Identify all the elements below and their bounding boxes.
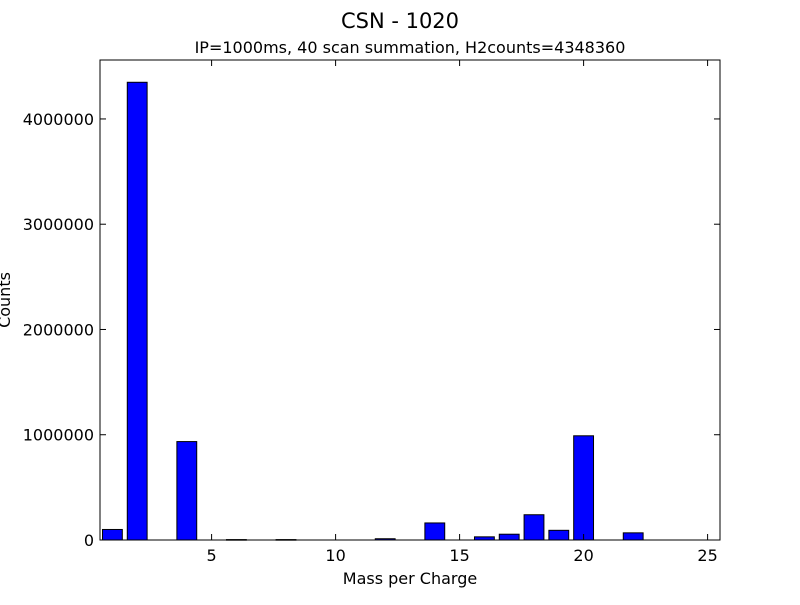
chart-subtitle: IP=1000ms, 40 scan summation, H2counts=4… — [195, 38, 626, 57]
bar-mz-18 — [523, 514, 545, 541]
y-tick-label: 0 — [84, 531, 94, 550]
x-axis-label: Mass per Charge — [343, 569, 477, 588]
y-tick-label: 3000000 — [23, 215, 94, 234]
bar-mz-17 — [498, 533, 520, 541]
x-tick-label: 5 — [207, 546, 217, 565]
x-tick-label: 15 — [449, 546, 469, 565]
bar-mz-19 — [548, 529, 570, 541]
bars-layer — [101, 81, 644, 541]
x-tick-label: 10 — [325, 546, 345, 565]
chart-title: CSN - 1020 — [341, 9, 459, 33]
bar-mz-2 — [126, 81, 148, 541]
y-tick-label: 1000000 — [23, 426, 94, 445]
y-tick-label: 2000000 — [23, 320, 94, 339]
y-axis-label: Counts — [0, 272, 14, 328]
y-tick-label: 4000000 — [23, 110, 94, 129]
x-tick-label: 25 — [697, 546, 717, 565]
bar-mz-20 — [573, 435, 595, 541]
bar-mz-4 — [176, 441, 198, 541]
ticks-layer: 5 10 15 20 25 0 1000000 2000000 3000000 4000000 — [23, 60, 720, 565]
bar-mz-14 — [424, 522, 446, 541]
bar-mz-22 — [622, 532, 644, 541]
x-tick-label: 20 — [573, 546, 593, 565]
bar-mz-1 — [101, 528, 123, 541]
plot-frame — [99, 59, 721, 541]
